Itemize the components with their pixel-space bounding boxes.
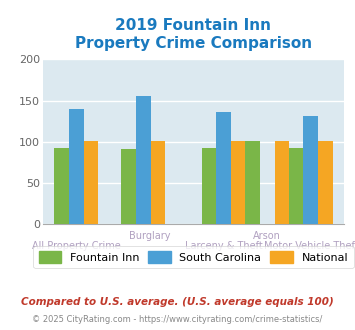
Bar	[121, 149, 136, 224]
Legend: Fountain Inn, South Carolina, National: Fountain Inn, South Carolina, National	[33, 246, 354, 268]
Bar	[231, 141, 246, 224]
Bar	[136, 96, 151, 224]
Text: Arson: Arson	[253, 231, 281, 241]
Text: Burglary: Burglary	[129, 231, 171, 241]
Bar	[83, 141, 98, 224]
Bar	[202, 148, 216, 224]
Bar	[304, 116, 318, 224]
Bar	[245, 141, 260, 224]
Bar	[275, 141, 289, 224]
Text: All Property Crime: All Property Crime	[32, 241, 120, 251]
Text: Motor Vehicle Theft: Motor Vehicle Theft	[263, 241, 355, 251]
Bar	[318, 141, 333, 224]
Bar	[151, 141, 165, 224]
Text: Larceny & Theft: Larceny & Theft	[185, 241, 263, 251]
Bar	[216, 112, 231, 224]
Bar	[54, 148, 69, 224]
Title: 2019 Fountain Inn
Property Crime Comparison: 2019 Fountain Inn Property Crime Compari…	[75, 18, 312, 51]
Bar	[289, 148, 304, 224]
Text: Compared to U.S. average. (U.S. average equals 100): Compared to U.S. average. (U.S. average …	[21, 297, 334, 307]
Text: © 2025 CityRating.com - https://www.cityrating.com/crime-statistics/: © 2025 CityRating.com - https://www.city…	[32, 315, 323, 324]
Bar	[69, 109, 83, 224]
